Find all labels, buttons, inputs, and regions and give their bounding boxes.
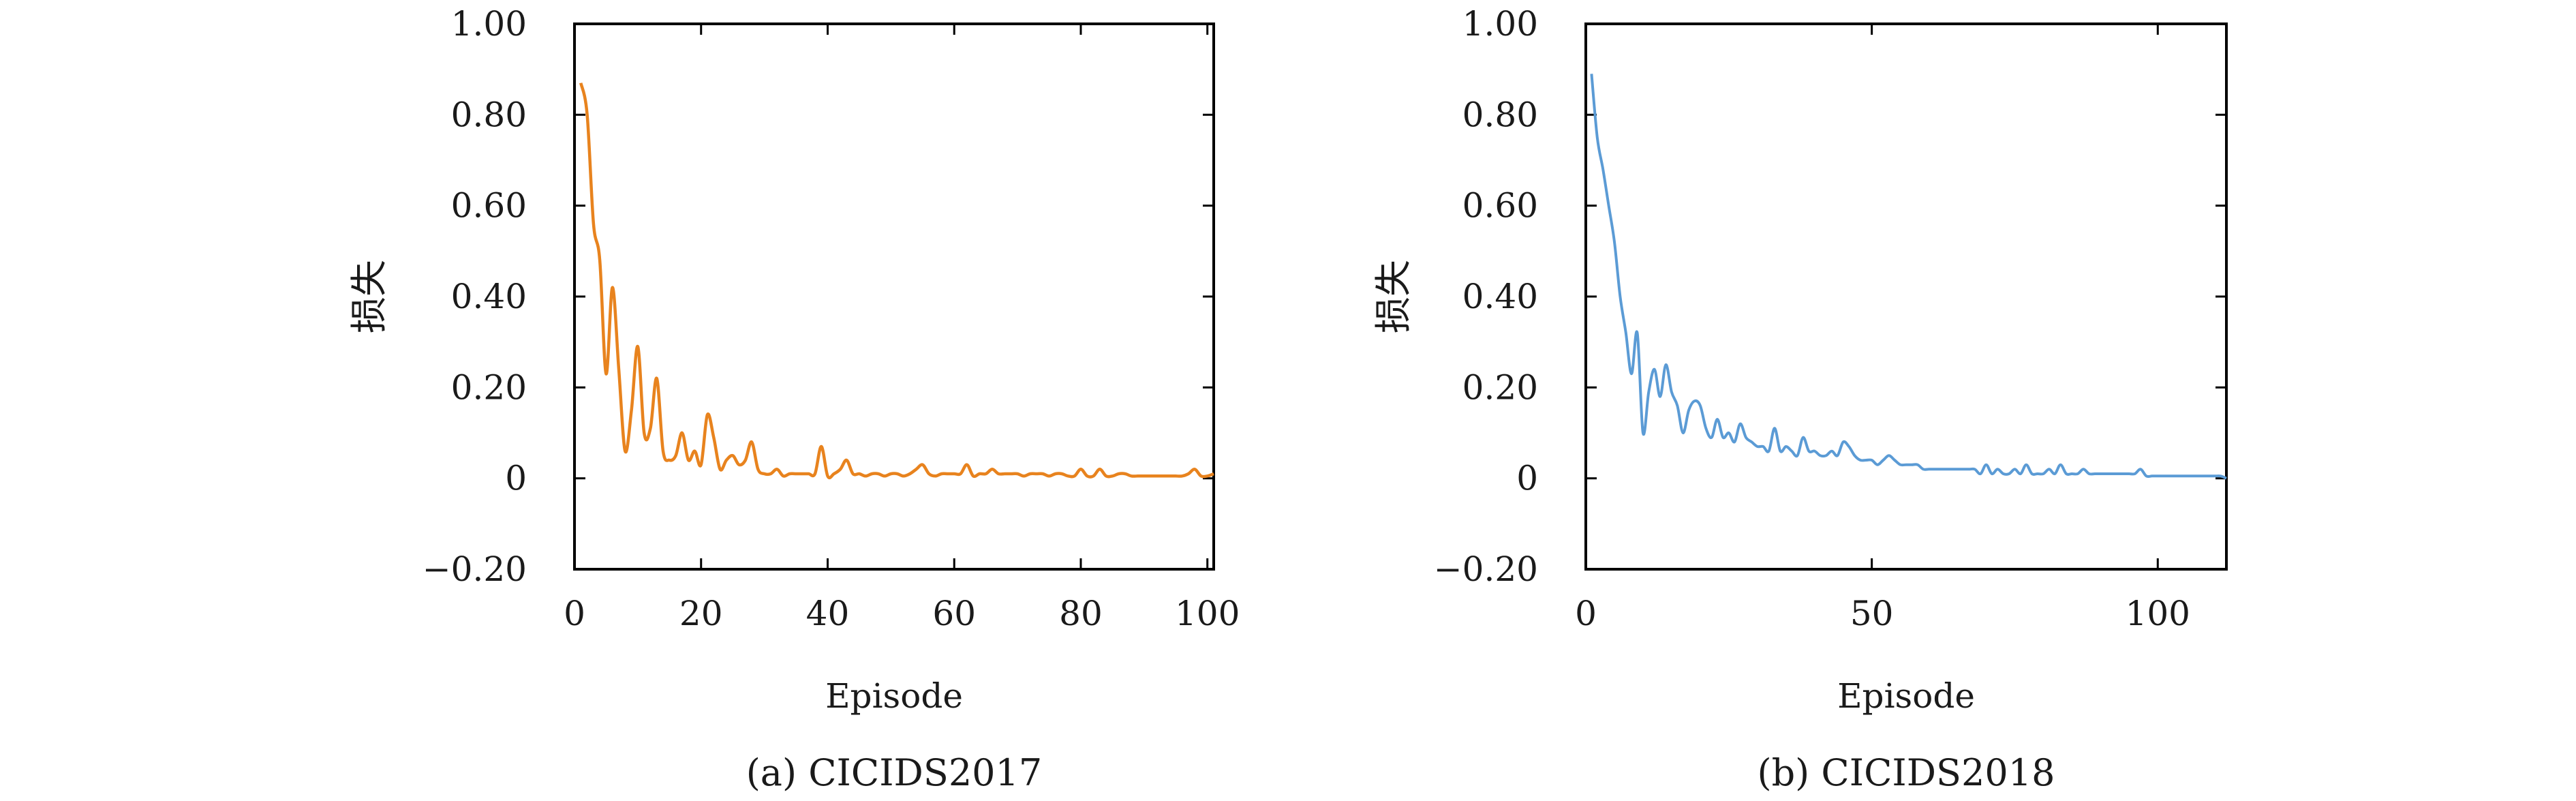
y-tick-label: 0.40 bbox=[1462, 277, 1538, 316]
x-tick-label: 80 bbox=[1059, 594, 1103, 633]
y-tick-label: 1.00 bbox=[1462, 4, 1538, 44]
y-ticks-a: −0.20 0 0.20 0.40 0.60 0.80 1.00 bbox=[423, 4, 1214, 589]
series-line-b bbox=[1590, 74, 2227, 480]
x-tick-label: 60 bbox=[932, 594, 976, 633]
x-ticks-b: 0 50 100 bbox=[1575, 24, 2190, 633]
x-tick-label: 100 bbox=[2126, 594, 2190, 633]
plot-frame-b bbox=[1584, 22, 2228, 571]
y-tick-label: 0.60 bbox=[1462, 186, 1538, 226]
caption-a: (a) CICIDS2017 bbox=[746, 751, 1043, 794]
x-tick-label: 20 bbox=[679, 594, 723, 633]
caption-b: (b) CICIDS2018 bbox=[1758, 751, 2055, 794]
x-axis-label-b: Episode bbox=[1837, 676, 1975, 716]
y-tick-label: 0 bbox=[505, 459, 527, 498]
series-line-a bbox=[579, 82, 1214, 480]
y-axis-label-b: 损失 bbox=[1372, 260, 1415, 333]
plot-frame-a bbox=[573, 22, 1215, 571]
y-tick-label: 0.80 bbox=[1462, 95, 1538, 134]
y-tick-label: 0 bbox=[1516, 459, 1538, 498]
x-tick-label: 0 bbox=[564, 594, 585, 633]
y-axis-label-a: 损失 bbox=[348, 260, 390, 333]
x-axis-label-a: Episode bbox=[825, 676, 963, 716]
y-tick-label: 1.00 bbox=[451, 4, 527, 44]
y-tick-label: 0.60 bbox=[451, 186, 527, 226]
x-tick-label: 100 bbox=[1175, 594, 1240, 633]
y-tick-label: 0.80 bbox=[451, 95, 527, 134]
y-tick-label: 0.20 bbox=[451, 367, 527, 407]
y-tick-label: 0.40 bbox=[451, 277, 527, 316]
chart-panel-b: −0.20 0 0.20 0.40 0.60 0.80 1.00 0 50 100 损失 Epi… bbox=[1372, 4, 2228, 794]
y-ticks-b: −0.20 0 0.20 0.40 0.60 0.80 1.00 bbox=[1434, 4, 2226, 589]
y-tick-label: −0.20 bbox=[1434, 549, 1538, 589]
x-tick-label: 50 bbox=[1850, 594, 1894, 633]
x-tick-label: 40 bbox=[806, 594, 850, 633]
x-tick-label: 0 bbox=[1575, 594, 1597, 633]
y-tick-label: 0.20 bbox=[1462, 367, 1538, 407]
y-tick-label: −0.20 bbox=[423, 549, 527, 589]
x-ticks-a: 0 20 40 60 80 100 bbox=[564, 24, 1240, 633]
